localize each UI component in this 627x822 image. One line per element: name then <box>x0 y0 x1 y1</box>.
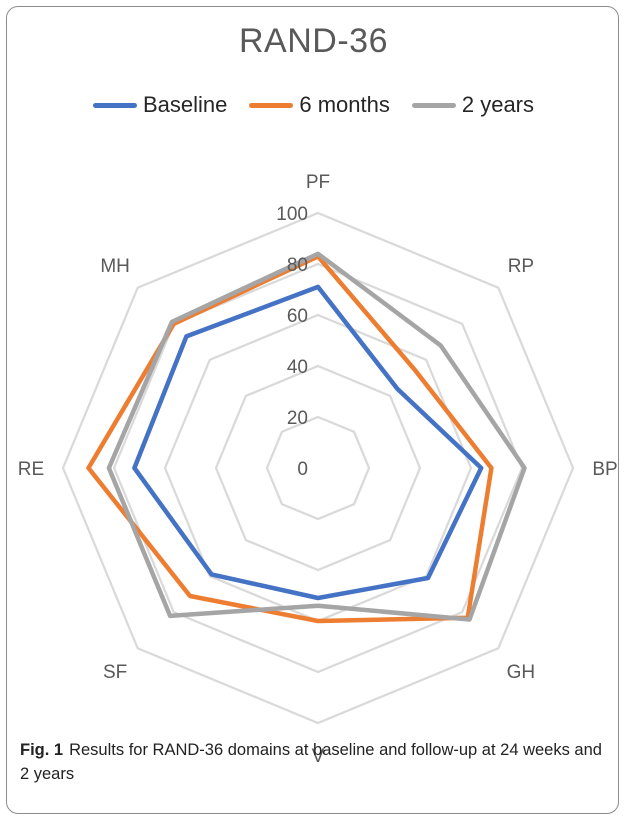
figure-frame <box>6 6 619 814</box>
axis-label-v: V <box>312 746 325 767</box>
legend-label-2-years: 2 years <box>461 92 535 117</box>
axis-label-rp: RP <box>508 256 534 277</box>
legend-label-baseline: Baseline <box>142 92 228 117</box>
axis-label-pf: PF <box>306 172 330 193</box>
radar-grid <box>61 211 575 725</box>
caption-label: Fig. 1 <box>20 741 64 759</box>
legend-item-baseline: Baseline <box>92 92 228 118</box>
tick-label-20: 20 <box>287 408 308 429</box>
chart-legend: Baseline 6 months 2 years <box>0 92 627 118</box>
series-line-2-years <box>106 251 527 622</box>
tick-label-80: 80 <box>287 255 308 276</box>
legend-item-2-years: 2 years <box>411 92 535 118</box>
axis-label-re: RE <box>18 459 44 480</box>
series-line-6-months <box>86 254 494 624</box>
axis-label-mh: MH <box>100 256 130 277</box>
radar-labels: 0 20 40 60 80 100 PF RP BP GH V SF RE MH <box>18 172 618 767</box>
tick-label-40: 40 <box>287 357 308 378</box>
legend-item-6-months: 6 months <box>249 92 390 118</box>
tick-label-60: 60 <box>287 306 308 327</box>
figure-caption: Fig. 1 Results for RAND-36 domains at bas… <box>20 738 610 786</box>
tick-label-100: 100 <box>276 204 308 225</box>
grid-ring-40 <box>214 364 422 572</box>
grid-ring-100 <box>61 211 575 725</box>
axis-label-bp: BP <box>592 459 617 480</box>
grid-ring-20 <box>265 415 371 521</box>
legend-swatch-baseline <box>92 102 137 108</box>
grid-ring-80 <box>112 262 524 674</box>
chart-title: RAND-36 <box>239 22 388 60</box>
radar-series <box>86 251 527 624</box>
axis-label-sf: SF <box>103 662 127 683</box>
caption-text: Results for RAND-36 domains at baseline … <box>20 741 602 783</box>
axis-label-gh: GH <box>507 662 536 683</box>
series-line-baseline <box>132 284 484 601</box>
legend-swatch-6-months <box>249 102 294 108</box>
tick-label-0: 0 <box>297 459 308 480</box>
legend-label-6-months: 6 months <box>299 92 390 117</box>
legend-swatch-2-years <box>411 102 456 108</box>
